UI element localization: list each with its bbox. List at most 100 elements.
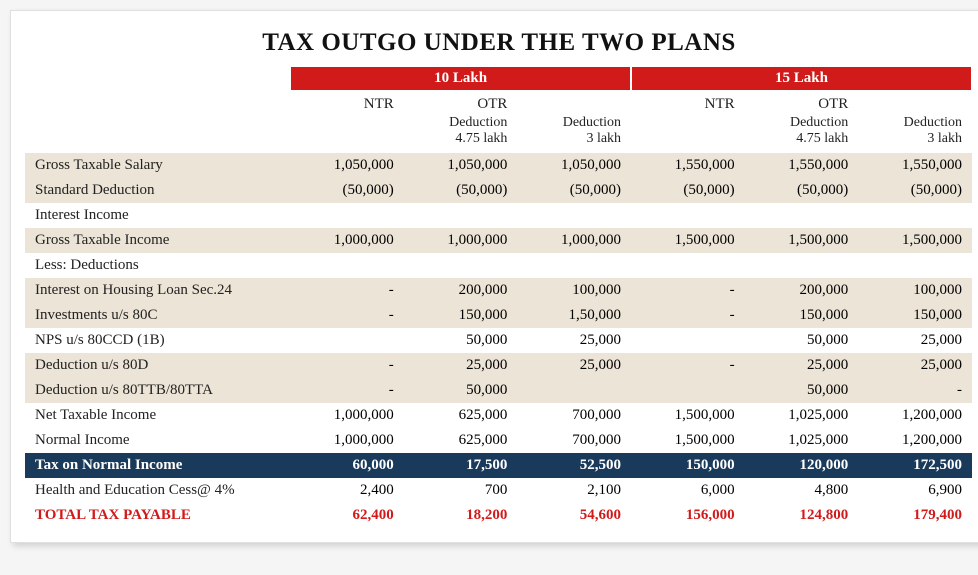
data-cell: [631, 203, 745, 228]
data-cell: 120,000: [745, 453, 859, 478]
data-cell: [858, 203, 972, 228]
row-label: Gross Taxable Income: [25, 228, 290, 253]
col-ntr-1: NTR: [290, 90, 404, 115]
data-cell: 1,500,000: [631, 428, 745, 453]
data-cell: 1,000,000: [290, 403, 404, 428]
table-row: Normal Income1,000,000625,000700,0001,50…: [25, 428, 972, 453]
col-otr-2: OTR: [745, 90, 859, 115]
data-cell: 50,000: [745, 328, 859, 353]
data-cell: 124,800: [745, 503, 859, 528]
data-cell: -: [631, 303, 745, 328]
data-cell: 1,050,000: [517, 153, 631, 178]
data-cell: (50,000): [745, 178, 859, 203]
row-label: Investments u/s 80C: [25, 303, 290, 328]
table-row: Tax on Normal Income60,00017,50052,50015…: [25, 453, 972, 478]
data-cell: [517, 203, 631, 228]
data-cell: (50,000): [404, 178, 518, 203]
data-cell: 1,200,000: [858, 428, 972, 453]
data-cell: 2,400: [290, 478, 404, 503]
blank-cell: [858, 90, 972, 115]
table-row: Deduction u/s 80D-25,00025,000-25,00025,…: [25, 353, 972, 378]
deduction-header-row: Deduction4.75 lakh Deduction3 lakh Deduc…: [25, 115, 972, 153]
data-cell: -: [290, 353, 404, 378]
data-cell: 150,000: [631, 453, 745, 478]
data-cell: 50,000: [404, 378, 518, 403]
row-label: Interest on Housing Loan Sec.24: [25, 278, 290, 303]
data-cell: [517, 253, 631, 278]
data-cell: 1,000,000: [404, 228, 518, 253]
row-label: Deduction u/s 80D: [25, 353, 290, 378]
data-cell: 4,800: [745, 478, 859, 503]
table-row: Investments u/s 80C-150,0001,50,000-150,…: [25, 303, 972, 328]
data-cell: 1,550,000: [631, 153, 745, 178]
data-cell: 25,000: [745, 353, 859, 378]
data-cell: 1,000,000: [290, 428, 404, 453]
data-cell: 62,400: [290, 503, 404, 528]
data-cell: 1,550,000: [858, 153, 972, 178]
data-cell: 50,000: [745, 378, 859, 403]
table-row: Interest on Housing Loan Sec.24-200,0001…: [25, 278, 972, 303]
data-cell: 100,000: [858, 278, 972, 303]
data-cell: [631, 378, 745, 403]
data-cell: [290, 328, 404, 353]
plan-15lakh-header: 15 Lakh: [631, 67, 972, 90]
data-cell: 625,000: [404, 428, 518, 453]
data-cell: 1,500,000: [745, 228, 859, 253]
data-cell: [404, 253, 518, 278]
data-cell: 25,000: [858, 353, 972, 378]
regime-header-row: NTR OTR NTR OTR: [25, 90, 972, 115]
row-label: Tax on Normal Income: [25, 453, 290, 478]
table-row: Gross Taxable Salary1,050,0001,050,0001,…: [25, 153, 972, 178]
data-cell: 25,000: [517, 353, 631, 378]
table-row: Standard Deduction(50,000)(50,000)(50,00…: [25, 178, 972, 203]
data-cell: (50,000): [858, 178, 972, 203]
data-cell: 100,000: [517, 278, 631, 303]
table-row: Gross Taxable Income1,000,0001,000,0001,…: [25, 228, 972, 253]
data-cell: 700,000: [517, 403, 631, 428]
data-cell: 1,050,000: [404, 153, 518, 178]
col-ded3-2: Deduction3 lakh: [858, 115, 972, 153]
blank-cell: [25, 90, 290, 115]
blank-cell: [517, 90, 631, 115]
data-cell: [745, 253, 859, 278]
tax-table-card: TAX OUTGO UNDER THE TWO PLANS 10 Lakh 15…: [10, 10, 978, 543]
blank-cell: [25, 67, 290, 90]
data-cell: 50,000: [404, 328, 518, 353]
plan-header-row: 10 Lakh 15 Lakh: [25, 67, 972, 90]
data-cell: [745, 203, 859, 228]
data-cell: 150,000: [404, 303, 518, 328]
data-cell: [404, 203, 518, 228]
data-cell: -: [631, 353, 745, 378]
data-cell: 179,400: [858, 503, 972, 528]
row-label: Gross Taxable Salary: [25, 153, 290, 178]
tax-table: 10 Lakh 15 Lakh NTR OTR NTR OTR Deductio…: [25, 67, 973, 528]
data-cell: 6,000: [631, 478, 745, 503]
table-row: TOTAL TAX PAYABLE62,40018,20054,600156,0…: [25, 503, 972, 528]
data-cell: 1,050,000: [290, 153, 404, 178]
table-row: Health and Education Cess@ 4%2,4007002,1…: [25, 478, 972, 503]
row-label: Standard Deduction: [25, 178, 290, 203]
data-cell: 2,100: [517, 478, 631, 503]
data-cell: 1,500,000: [631, 228, 745, 253]
data-cell: (50,000): [631, 178, 745, 203]
col-ded475-1: Deduction4.75 lakh: [404, 115, 518, 153]
data-cell: [290, 253, 404, 278]
data-cell: [858, 253, 972, 278]
data-cell: 150,000: [745, 303, 859, 328]
data-cell: 6,900: [858, 478, 972, 503]
row-label: Interest Income: [25, 203, 290, 228]
row-label: Less: Deductions: [25, 253, 290, 278]
row-label: TOTAL TAX PAYABLE: [25, 503, 290, 528]
data-cell: 1,50,000: [517, 303, 631, 328]
data-cell: [631, 253, 745, 278]
data-cell: -: [290, 303, 404, 328]
data-cell: 1,200,000: [858, 403, 972, 428]
col-ded3-1: Deduction3 lakh: [517, 115, 631, 153]
row-label: Health and Education Cess@ 4%: [25, 478, 290, 503]
data-cell: [517, 378, 631, 403]
data-cell: 625,000: [404, 403, 518, 428]
col-ntr-2: NTR: [631, 90, 745, 115]
blank-cell: [631, 115, 745, 153]
data-cell: (50,000): [517, 178, 631, 203]
data-cell: 25,000: [404, 353, 518, 378]
